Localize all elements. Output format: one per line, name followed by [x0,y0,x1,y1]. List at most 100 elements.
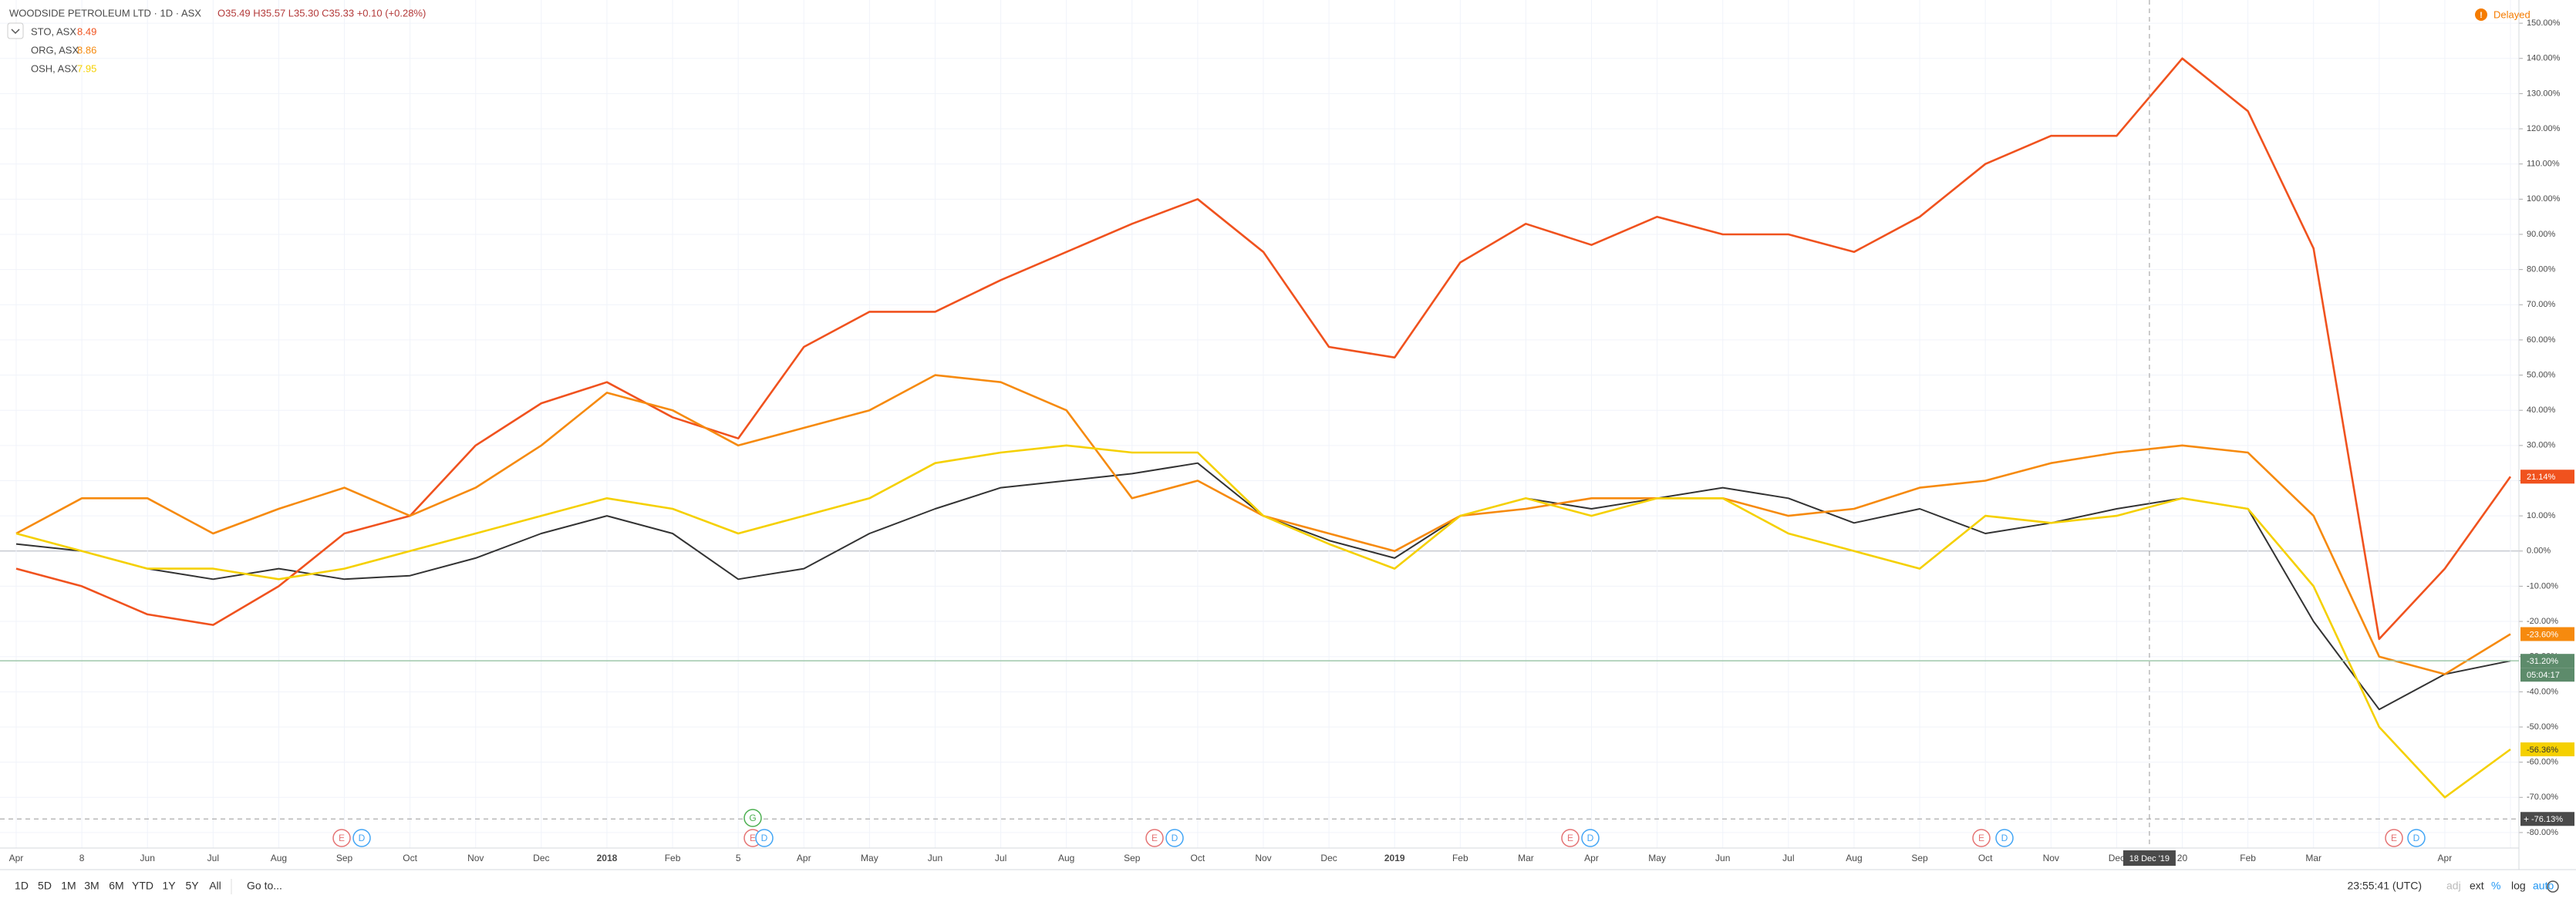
x-tick-label: Sep [1911,853,1928,863]
y-tick-label: 70.00% [2527,300,2556,309]
x-tick-label: May [861,853,878,863]
event-marker[interactable] [332,829,351,847]
x-tick-label: Oct [403,853,417,863]
delayed-icon-mark: ! [2480,11,2483,20]
crosshair-x-badge [2123,850,2176,866]
y-tick-label: 10.00% [2527,511,2556,520]
crosshair-plus: + [2524,813,2529,824]
legend-name: OSH, ASX [31,62,78,74]
crosshair-y-badge [2520,812,2574,826]
range-button[interactable]: 1M [61,880,76,892]
y-tick-label: 40.00% [2527,406,2556,415]
x-tick-label: May [1648,853,1666,863]
event-marker[interactable] [1165,829,1184,847]
x-tick-label: Apr [2438,853,2453,863]
chart-option[interactable]: ext [2470,880,2484,892]
event-marker-label: E [1978,833,1984,843]
event-marker[interactable] [1561,829,1580,847]
range-button[interactable]: 3M [84,880,99,892]
y-tick-label: -20.00% [2527,617,2558,626]
event-marker-label: E [2391,833,2397,843]
chart-option[interactable]: adj [2446,880,2461,892]
y-tick-label: 60.00% [2527,335,2556,345]
x-tick-label: Sep [1124,853,1141,863]
event-marker-label: E [1151,833,1158,843]
event-marker-label: D [1587,833,1594,843]
range-button[interactable]: All [209,880,221,892]
y-tick-label: -80.00% [2527,828,2558,837]
range-button[interactable]: 6M [109,880,123,892]
plot [15,57,2512,799]
crosshair-y-label: -76.13% [2531,815,2563,824]
x-tick-label: Jul [1782,853,1794,863]
y-tick-label: 0.00% [2527,547,2551,556]
event-marker[interactable] [2385,829,2403,847]
event-marker[interactable] [352,829,371,847]
last-value-label: -31.20% [2527,657,2558,666]
chart-option[interactable]: % [2491,880,2500,892]
legend-title: WOODSIDE PETROLEUM LTD · 1D · ASX [9,7,201,19]
chart-option[interactable]: auto [2533,880,2554,892]
x-tick-label: 20 [2177,853,2188,863]
event-marker[interactable] [1972,829,1991,847]
x-tick-label: Dec [2109,853,2125,863]
event-marker[interactable] [755,829,774,847]
x-tick-label: Jun [928,853,942,863]
event-marker[interactable] [743,809,762,827]
chevron-icon [11,29,20,35]
clock: 23:55:41 (UTC) [2348,880,2422,892]
range-button[interactable]: 5D [38,880,52,892]
x-tick-label: Feb [665,853,681,863]
x-tick-label: Jul [207,853,219,863]
last-value-label: 21.14% [2527,473,2556,482]
event-marker[interactable] [1145,829,1164,847]
x-tick-label: Oct [1191,853,1205,863]
chart-option[interactable]: log [2511,880,2526,892]
x-tick-label: Mar [2305,853,2321,863]
event-marker[interactable] [1995,829,2014,847]
x-tick-label: Nov [1255,853,1271,863]
goto-button[interactable]: Go to... [247,880,282,892]
event-marker-label: D [2001,833,2008,843]
x-tick-label: Apr [1584,853,1599,863]
range-button[interactable]: 5Y [185,880,199,892]
x-tick-label: Mar [1518,853,1534,863]
event-marker[interactable] [2407,829,2426,847]
range-button[interactable]: 1Y [162,880,176,892]
x-tick-label: Feb [2240,853,2256,863]
countdown-badge [2520,668,2574,682]
range-button[interactable]: 1D [15,880,29,892]
event-marker-label: D [2413,833,2420,843]
x-tick-label: Nov [467,853,484,863]
last-value-badge [2520,654,2574,668]
range-button[interactable]: YTD [132,880,153,892]
y-tick-label: -70.00% [2527,793,2558,802]
event-marker-label: E [339,833,345,843]
legend-ohlc: O35.49 H35.57 L35.30 C35.33 +0.10 (+0.28… [217,7,426,19]
legend-value: 7.95 [77,62,96,74]
x-tick-label: Nov [2043,853,2059,863]
x-tick-label: Oct [1978,853,1993,863]
y-tick-label: -60.00% [2527,758,2558,767]
x-tick-label: Apr [9,853,24,863]
x-tick-label: Jul [995,853,1006,863]
crosshair-x-label: 18 Dec '19 [2129,854,2170,863]
series-line [15,444,2511,799]
legend-toggle[interactable] [7,22,24,39]
legend-value: 8.49 [77,25,96,37]
settings-icon[interactable] [2547,880,2559,893]
x-tick-label: 5 [736,853,741,863]
event-marker-label: D [761,833,768,843]
last-value-badge [2520,742,2574,757]
y-tick-label: 150.00% [2527,19,2561,28]
last-value-label: -23.60% [2527,630,2558,639]
event-marker[interactable] [1581,829,1600,847]
delayed-label[interactable]: Delayed [2493,8,2530,20]
grid: 150.00% 140.00% 130.00% 120.00% 110.00% 100.0… [0,0,2561,863]
event-marker-label: G [749,813,756,823]
x-tick-label: Dec [1320,853,1337,863]
y-tick-label: 130.00% [2527,89,2561,98]
